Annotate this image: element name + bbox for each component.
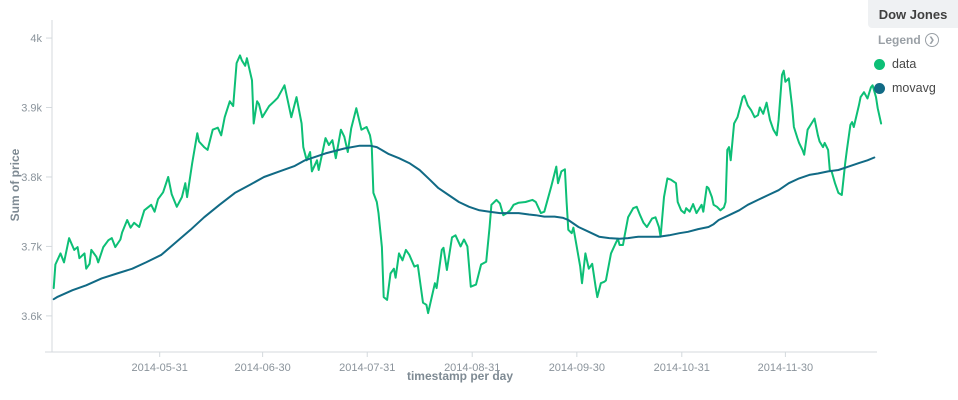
- panel-title: Dow Jones: [868, 0, 958, 28]
- x-tick-label: 2014-11-30: [758, 362, 813, 374]
- y-tick-label: 3.9k: [21, 103, 42, 115]
- y-tick-label: 4k: [30, 33, 42, 45]
- y-tick-label: 3.7k: [21, 241, 42, 253]
- y-axis-title: Sum of price: [8, 148, 22, 222]
- x-tick-label: 2014-10-31: [654, 362, 710, 374]
- data-series-line[interactable]: [52, 54, 883, 315]
- legend-item-data[interactable]: data: [874, 57, 954, 71]
- y-tick-label: 3.6k: [21, 311, 42, 323]
- y-tick-label: 3.8k: [21, 172, 42, 184]
- x-tick-label: 2014-09-30: [549, 362, 605, 374]
- legend-title-label: Legend: [878, 33, 921, 47]
- x-tick-label: 2014-06-30: [234, 362, 290, 374]
- x-tick-label: 2014-08-31: [444, 362, 500, 374]
- legend-item-movavg[interactable]: movavg: [874, 81, 954, 95]
- x-tick-label: 2014-07-31: [339, 362, 395, 374]
- x-axis-title: timestamp per day: [406, 369, 514, 383]
- data-series-dot: [874, 58, 885, 70]
- x-tick-label: 2014-05-31: [132, 362, 188, 374]
- movavg-series-dot: [874, 82, 885, 94]
- movavg-series-line[interactable]: [52, 144, 876, 301]
- legend-item-label: movavg: [892, 81, 936, 95]
- legend: Legend ❯ data movavg: [872, 33, 954, 95]
- legend-toggle-icon[interactable]: ❯: [924, 33, 939, 47]
- legend-header: Legend ❯: [878, 33, 954, 47]
- legend-item-label: data: [892, 57, 917, 71]
